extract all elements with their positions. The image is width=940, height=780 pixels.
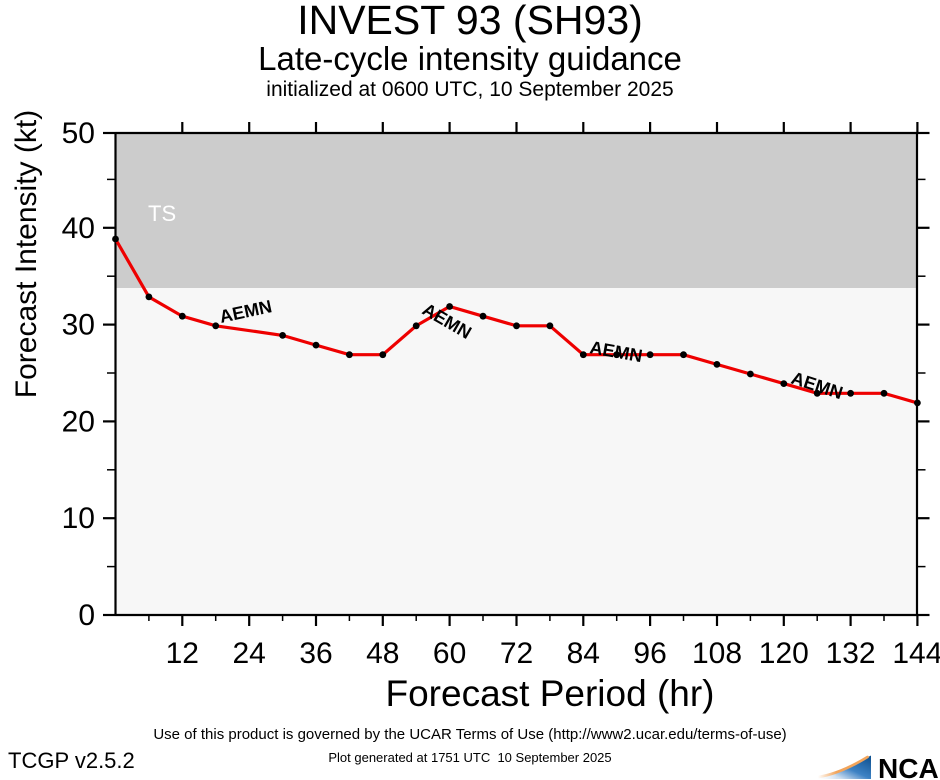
svg-text:96: 96 xyxy=(633,637,666,670)
svg-text:TS: TS xyxy=(148,201,176,226)
svg-text:50: 50 xyxy=(62,117,95,150)
svg-text:132: 132 xyxy=(826,637,876,670)
svg-text:40: 40 xyxy=(62,212,95,245)
svg-text:12: 12 xyxy=(166,637,199,670)
svg-text:120: 120 xyxy=(759,637,809,670)
svg-text:48: 48 xyxy=(366,637,399,670)
svg-text:108: 108 xyxy=(692,637,742,670)
svg-text:144: 144 xyxy=(892,637,940,670)
svg-text:0: 0 xyxy=(78,599,95,632)
svg-text:30: 30 xyxy=(62,309,95,342)
svg-text:72: 72 xyxy=(500,637,533,670)
svg-text:36: 36 xyxy=(299,637,332,670)
svg-text:10: 10 xyxy=(62,502,95,535)
svg-text:20: 20 xyxy=(62,405,95,438)
svg-text:24: 24 xyxy=(233,637,266,670)
svg-text:84: 84 xyxy=(567,637,600,670)
svg-text:60: 60 xyxy=(433,637,466,670)
